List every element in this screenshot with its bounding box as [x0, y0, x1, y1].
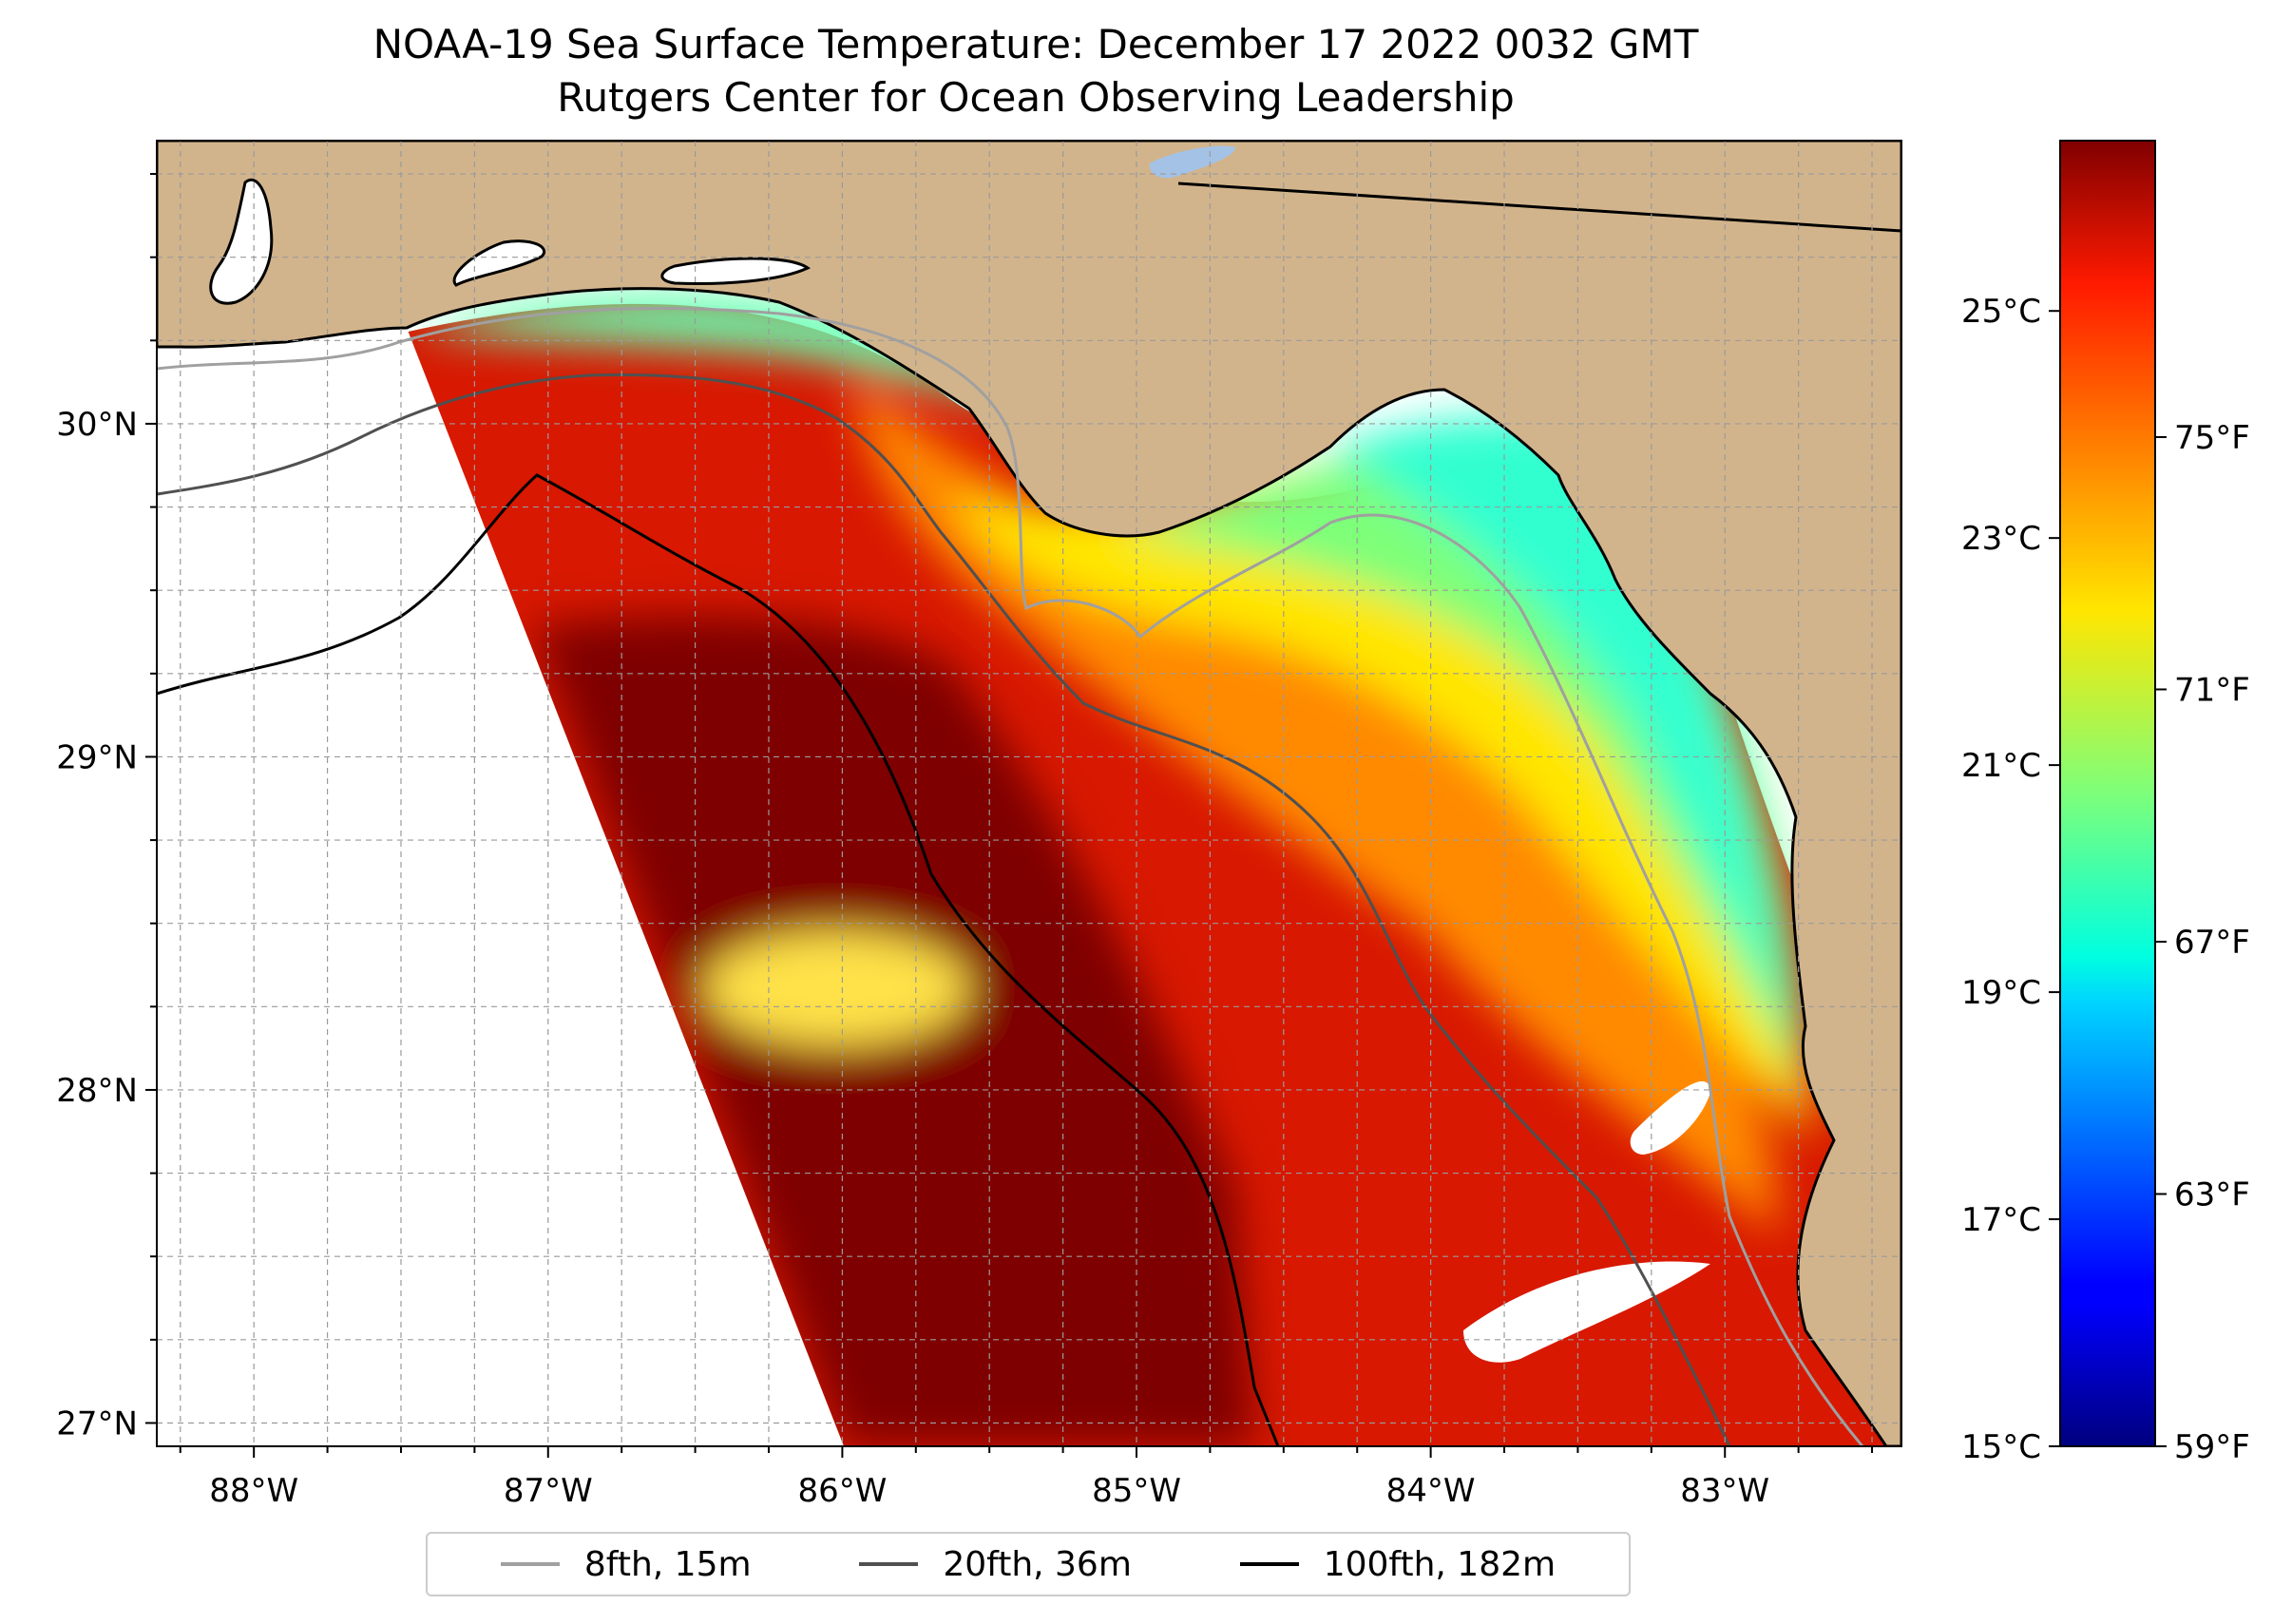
legend-item-100fth: 100fth, 182m [1239, 1544, 1557, 1584]
sst-swath [157, 285, 1891, 1446]
choctawhatchee-bay [660, 257, 811, 285]
axis-ticks: 88°W 87°W 86°W 85°W 84°W 83°W 30°N 29°N 28°N 27°N [56, 173, 1874, 1510]
map-frame [156, 140, 1902, 1447]
cloud-gap-tampa [1630, 1080, 1710, 1155]
x-tick-label: 88°W [209, 1472, 298, 1510]
legend-swatch-8fth [500, 1562, 560, 1566]
colorbar [2059, 140, 2156, 1447]
colorbar-c-tick-label: 15°C [1961, 1428, 2041, 1466]
x-tick-label: 86°W [797, 1472, 887, 1510]
colorbar-f-tick-label: 67°F [2174, 924, 2250, 962]
colorbar-c-tick-label: 23°C [1961, 520, 2041, 558]
chart-subtitle: Rutgers Center for Ocean Observing Leade… [557, 74, 1515, 121]
colorbar-c-tick-label: 19°C [1961, 974, 2041, 1012]
colorbar-c-tick-label: 17°C [1961, 1201, 2041, 1239]
legend-swatch-100fth [1239, 1562, 1299, 1566]
y-tick-label: 30°N [56, 406, 138, 444]
colorbar-f-tick-label: 59°F [2174, 1428, 2250, 1466]
sst-cyan-nearshore [1330, 415, 1796, 1046]
y-tick-label: 29°N [56, 738, 138, 776]
x-tick-label: 83°W [1680, 1472, 1769, 1510]
legend-label-100fth: 100fth, 182m [1323, 1544, 1557, 1584]
legend-swatch-20fth [859, 1562, 919, 1566]
legend-item-8fth: 8fth, 15m [500, 1544, 752, 1584]
legend-item-20fth: 20fth, 36m [859, 1545, 1132, 1584]
legend-label-8fth: 8fth, 15m [583, 1544, 752, 1584]
colorbar-f-tick-label: 71°F [2174, 671, 2250, 709]
colorbar-f-tick-label: 63°F [2174, 1175, 2250, 1213]
state-border-line [1177, 182, 1901, 233]
contour-100fth-182m [157, 473, 1280, 1446]
x-tick-label: 87°W [504, 1472, 593, 1510]
y-tick-label: 28°N [56, 1072, 138, 1110]
contour-legend: 8fth, 15m 20fth, 36m 100fth, 182m [426, 1532, 1631, 1596]
mobile-bay [209, 178, 274, 305]
colorbar-c-tick-label: 25°C [1961, 293, 2041, 331]
chart-title: NOAA-19 Sea Surface Temperature: Decembe… [372, 21, 1699, 67]
swath-edge-mask [157, 285, 844, 1446]
legend-label-20fth: 20fth, 36m [943, 1544, 1132, 1584]
pensacola-bay [452, 239, 545, 287]
sst-cool-patch [703, 931, 969, 1045]
y-tick-label: 27°N [56, 1404, 138, 1442]
x-tick-label: 85°W [1092, 1472, 1181, 1510]
great-lakes-blue-patch [1149, 145, 1235, 179]
gridlines [157, 141, 1901, 1446]
land-northern-gulf-coast [157, 141, 1901, 1446]
colorbar-ticks: 25°C 23°C 21°C 19°C 17°C 15°C 75°F 71°F 67°F 63°F… [1961, 293, 2250, 1466]
colorbar-f-tick-label: 75°F [2174, 419, 2250, 457]
x-tick-label: 84°W [1386, 1472, 1476, 1510]
contour-8fth-15m [157, 306, 1864, 1446]
land [157, 141, 1901, 1446]
contour-20fth-36m [157, 373, 1731, 1446]
colorbar-c-tick-label: 21°C [1961, 747, 2041, 785]
